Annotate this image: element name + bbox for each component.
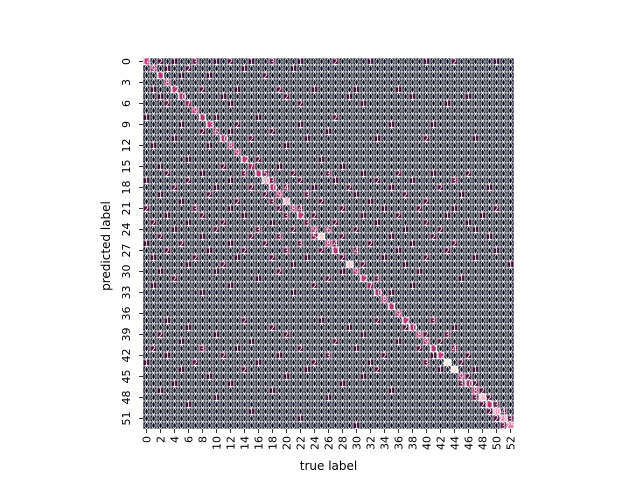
heatmap-cell-labels: 14 0 2 0 1 0 0 3 0 0 1 0 2 0 0 1 0 0 3 0 0 0 1 0 0 0 0 2 0 0 0 0 1 0 0 0 0 0 0… <box>141 57 515 430</box>
heatmap-cells <box>142 57 515 430</box>
